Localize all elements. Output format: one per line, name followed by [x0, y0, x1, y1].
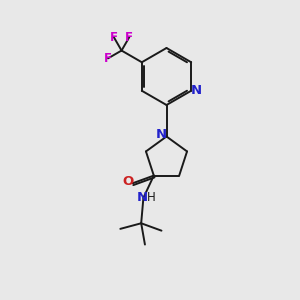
Text: O: O — [122, 175, 133, 188]
Text: N: N — [191, 84, 202, 97]
Text: N: N — [137, 191, 148, 204]
Text: H: H — [146, 191, 155, 204]
Text: F: F — [110, 31, 118, 44]
Text: F: F — [104, 52, 112, 65]
Text: F: F — [125, 31, 134, 44]
Text: N: N — [155, 128, 167, 142]
